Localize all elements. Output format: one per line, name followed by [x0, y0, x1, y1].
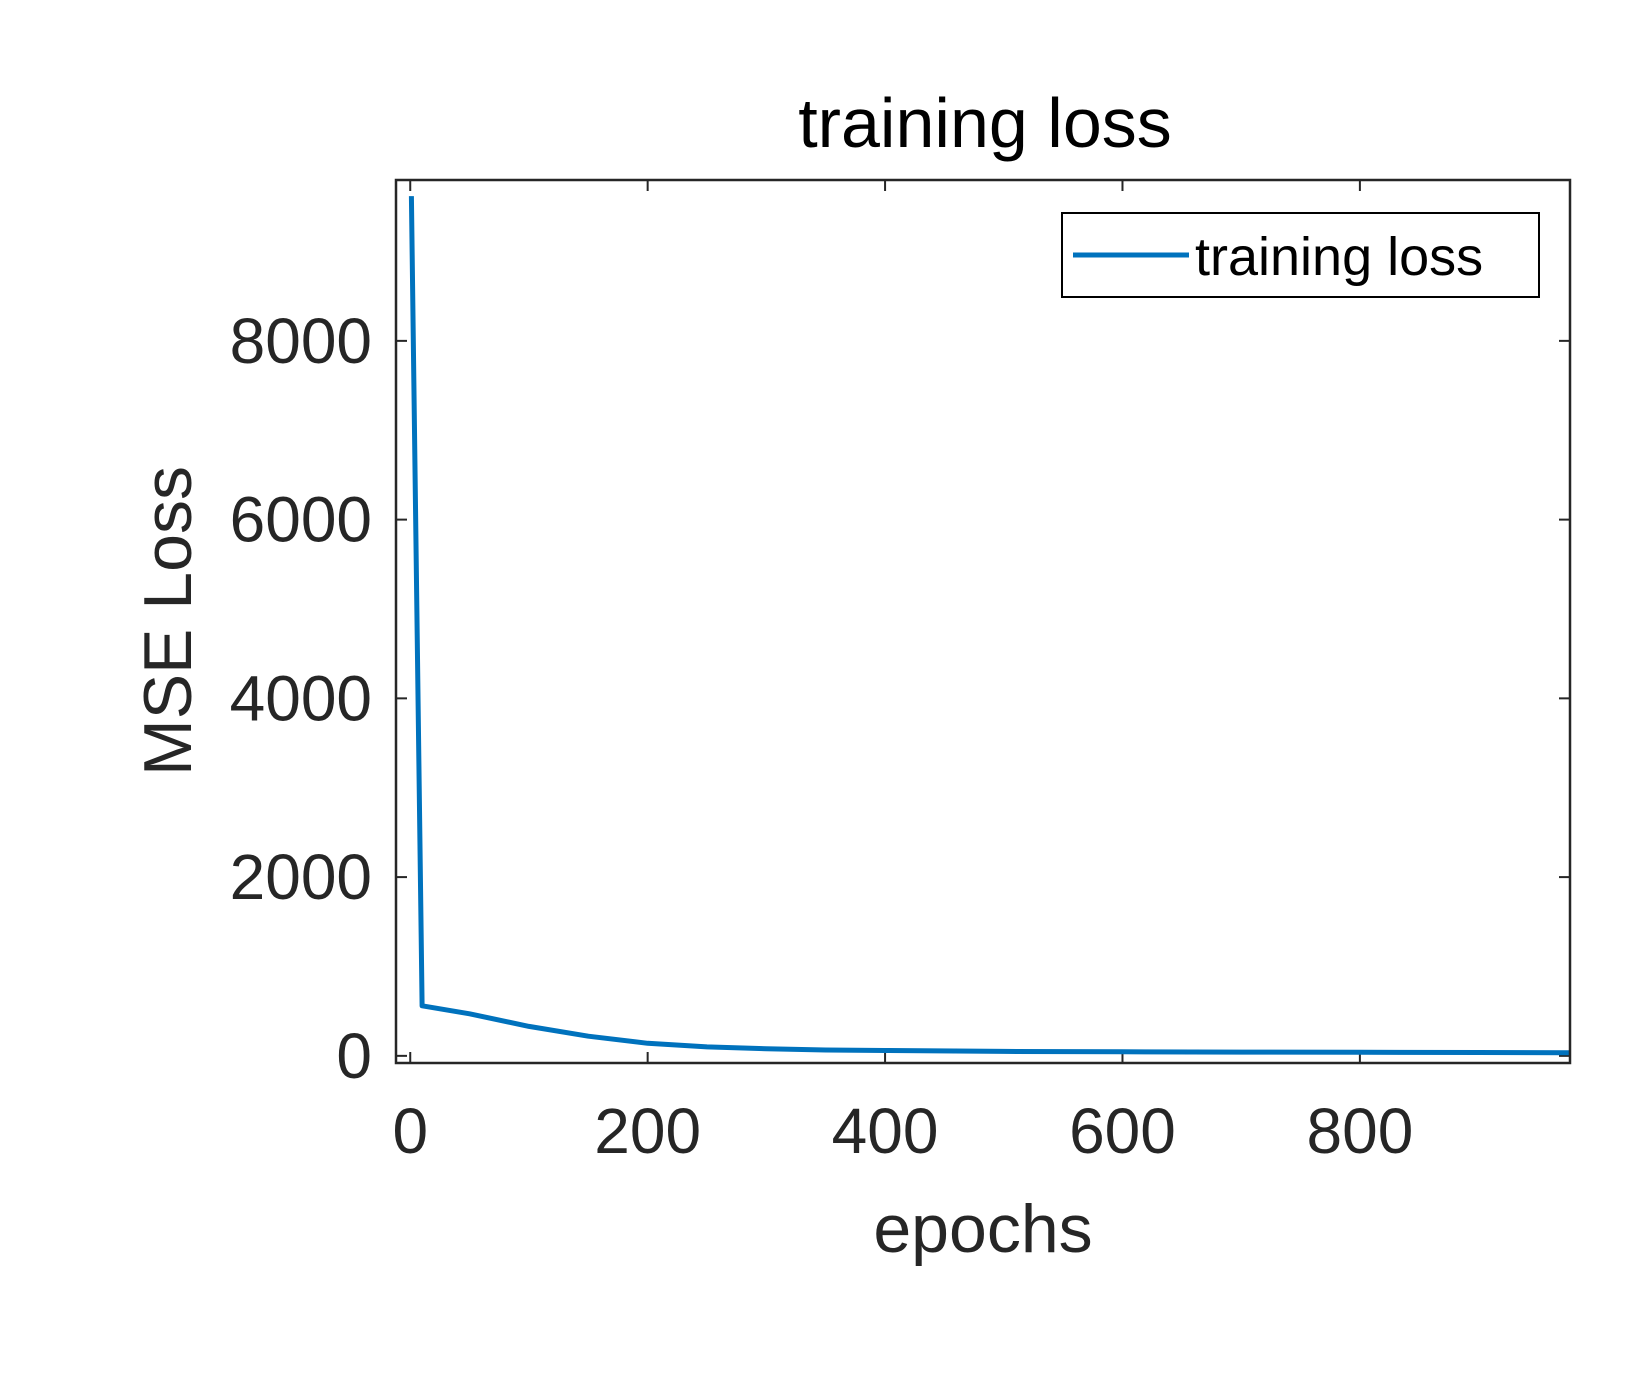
x-axis-ticks: 0 200 400 600 800 [392, 180, 1413, 1167]
axes-box [394, 178, 1572, 1065]
legend: training loss [1061, 212, 1540, 298]
x-axis-label: epochs [873, 1191, 1092, 1267]
x-tick-label: 0 [392, 1095, 428, 1167]
y-tick-label: 0 [336, 1020, 372, 1092]
y-axis-label: MSE Loss [130, 466, 206, 776]
plot-area [396, 180, 1570, 1063]
legend-entry-training-loss: training loss [1195, 227, 1483, 287]
x-tick-label: 800 [1307, 1095, 1414, 1167]
y-tick-label: 6000 [230, 484, 372, 556]
y-tick-label: 4000 [230, 662, 372, 734]
y-axis-ticks: 0 2000 4000 6000 8000 [230, 305, 1570, 1092]
chart-title: training loss [798, 84, 1172, 162]
x-tick-label: 200 [594, 1095, 701, 1167]
y-tick-label: 8000 [230, 305, 372, 377]
series-layer [408, 196, 1571, 1056]
axes [396, 180, 1570, 1063]
y-tick-label: 2000 [230, 841, 372, 913]
x-tick-label: 400 [832, 1095, 939, 1167]
series-line-training-loss [408, 196, 1571, 1056]
x-tick-label: 600 [1069, 1095, 1176, 1167]
